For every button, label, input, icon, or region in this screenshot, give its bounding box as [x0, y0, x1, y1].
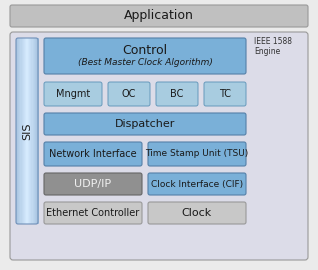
Text: Application: Application	[124, 9, 194, 22]
FancyBboxPatch shape	[148, 202, 246, 224]
Text: IEEE 1588: IEEE 1588	[254, 37, 292, 46]
FancyBboxPatch shape	[10, 5, 308, 27]
FancyBboxPatch shape	[148, 142, 246, 166]
FancyBboxPatch shape	[204, 82, 246, 106]
Bar	[34, 38, 35, 224]
Bar	[19, 38, 21, 224]
FancyBboxPatch shape	[44, 142, 142, 166]
Text: Mngmt: Mngmt	[56, 89, 90, 99]
Bar	[35, 38, 36, 224]
Bar	[22, 38, 23, 224]
Text: (Best Master Clock Algorithm): (Best Master Clock Algorithm)	[78, 58, 212, 67]
FancyBboxPatch shape	[44, 113, 246, 135]
FancyBboxPatch shape	[148, 173, 246, 195]
Bar	[29, 38, 31, 224]
FancyBboxPatch shape	[44, 173, 142, 195]
FancyBboxPatch shape	[156, 82, 198, 106]
Bar	[17, 38, 19, 224]
Text: BC: BC	[170, 89, 184, 99]
Text: Network Interface: Network Interface	[49, 149, 137, 159]
FancyBboxPatch shape	[44, 38, 246, 74]
Bar	[28, 38, 30, 224]
FancyBboxPatch shape	[44, 202, 142, 224]
FancyBboxPatch shape	[10, 32, 308, 260]
Text: Clock: Clock	[182, 208, 212, 218]
Text: TC: TC	[219, 89, 231, 99]
Bar	[20, 38, 22, 224]
Bar	[24, 38, 25, 224]
Bar	[16, 38, 17, 224]
Bar	[31, 38, 33, 224]
Text: SIS: SIS	[22, 122, 32, 140]
Text: Clock Interface (CIF): Clock Interface (CIF)	[151, 180, 243, 188]
Text: Time Stamp Unit (TSU): Time Stamp Unit (TSU)	[145, 150, 249, 158]
Bar	[37, 38, 38, 224]
Bar	[30, 38, 32, 224]
FancyBboxPatch shape	[108, 82, 150, 106]
Text: UDP/IP: UDP/IP	[74, 179, 112, 189]
Text: OC: OC	[122, 89, 136, 99]
Bar	[32, 38, 34, 224]
Bar	[23, 38, 24, 224]
Text: Control: Control	[122, 44, 168, 57]
Bar	[26, 38, 27, 224]
Bar	[18, 38, 20, 224]
Text: Ethernet Controller: Ethernet Controller	[46, 208, 140, 218]
Bar	[25, 38, 26, 224]
Bar	[27, 38, 29, 224]
Bar	[36, 38, 38, 224]
FancyBboxPatch shape	[44, 82, 102, 106]
Text: Dispatcher: Dispatcher	[115, 119, 175, 129]
Text: Engine: Engine	[254, 47, 280, 56]
